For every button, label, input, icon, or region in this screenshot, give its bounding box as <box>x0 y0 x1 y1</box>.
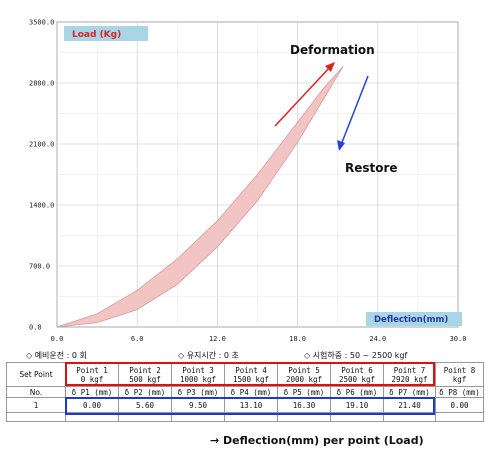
point-load: kgf <box>452 374 467 384</box>
deformation-arrow-line <box>274 65 332 127</box>
x-tick-label: 0.0 <box>51 335 64 343</box>
y-tick-label: 2800.0 <box>29 80 54 88</box>
restore-arrow-line <box>340 75 369 146</box>
load-deflection-chart: 0.0 700.0 1400.0 2100.0 2800.0 3500.0 0.0 6.0 1… <box>0 0 488 345</box>
point-cell: Point 2 500 kgf <box>118 362 172 387</box>
restore-label: Restore <box>345 161 398 175</box>
condition-preload: ◇ 예비운전 : 0 회 <box>26 351 87 360</box>
deflection-value: 9.50 <box>171 397 225 413</box>
hysteresis-area <box>56 66 344 328</box>
point-name: Point 8 <box>443 365 476 375</box>
point-name: Point 3 <box>182 365 214 375</box>
point-name: Point 2 <box>129 365 161 375</box>
y-axis-label: Load (Kg) <box>72 30 121 40</box>
delta-header: δ P3 (mm) <box>171 386 225 398</box>
point-load: 0 kgf <box>80 374 104 384</box>
point-cell: Point 8 kgf <box>435 362 484 387</box>
x-tick-label: 18.0 <box>289 335 306 343</box>
point-cell: Point 7 2920 kgf <box>383 362 436 387</box>
point-load: 1500 kgf <box>232 374 270 384</box>
y-tick-label: 2100.0 <box>29 141 54 149</box>
point-load: 500 kgf <box>129 374 161 384</box>
figure-caption: → Deflection(mm) per point (Load) <box>210 434 424 447</box>
x-tick-label: 24.0 <box>369 335 386 343</box>
deflection-value: 13.10 <box>224 397 278 413</box>
x-axis-ticks: 0.0 6.0 12.0 18.0 24.0 30.0 <box>51 335 467 343</box>
point-load: 2000 kgf <box>285 374 323 384</box>
point-cell: Point 4 1500 kgf <box>224 362 278 387</box>
deflection-value: 5.60 <box>118 397 172 413</box>
y-axis-ticks: 0.0 700.0 1400.0 2100.0 2800.0 3500.0 <box>29 19 54 332</box>
point-name: Point 4 <box>235 365 267 375</box>
table-row-delta-headers: No. δ P1 (mm) δ P2 (mm) δ P3 (mm) δ P4 (… <box>6 386 484 398</box>
point-cell: Point 6 2500 kgf <box>330 362 384 387</box>
delta-header: δ P1 (mm) <box>65 386 119 398</box>
deflection-value: 0.00 <box>65 397 119 413</box>
point-load: 2500 kgf <box>338 374 376 384</box>
restore-arrow-head <box>337 140 345 151</box>
delta-header: δ P6 (mm) <box>330 386 384 398</box>
delta-header: δ P5 (mm) <box>277 386 331 398</box>
point-name: Point 7 <box>393 365 426 375</box>
deformation-arrow-head <box>325 62 335 72</box>
x-axis-label-box <box>366 312 462 326</box>
row-number: 1 <box>6 397 66 413</box>
x-axis-label: Deflection(mm) <box>374 315 448 325</box>
hysteresis-loop <box>56 66 344 328</box>
y-axis-label-box <box>64 26 148 41</box>
delta-header: δ P2 (mm) <box>118 386 172 398</box>
deformation-label: Deformation <box>290 43 375 57</box>
y-tick-label: 3500.0 <box>29 19 54 27</box>
test-conditions: ◇ 예비운전 : 0 회 ◇ 유지시간 : 0 초 ◇ 시험하중 : 50 ~ … <box>6 349 488 363</box>
table-row-empty <box>6 412 484 422</box>
point-load: 1000 kgf <box>179 374 217 384</box>
delta-header: δ P8 (mm) <box>435 386 484 398</box>
y-tick-label: 1400.0 <box>29 202 54 210</box>
deflection-value: 16.30 <box>277 397 331 413</box>
condition-hold-time: ◇ 유지시간 : 0 초 <box>178 351 239 360</box>
table-row-values: 1 0.00 5.60 9.50 13.10 16.30 19.10 21.40… <box>6 397 484 413</box>
point-name: Point 5 <box>288 365 320 375</box>
delta-header: δ P4 (mm) <box>224 386 278 398</box>
y-tick-label: 700.0 <box>29 263 50 271</box>
point-name: Point 1 <box>76 365 108 375</box>
point-cell: Point 3 1000 kgf <box>171 362 225 387</box>
point-load: 2920 kgf <box>391 374 428 384</box>
set-point-header: Set Point <box>6 362 66 387</box>
delta-header: δ P7 (mm) <box>383 386 436 398</box>
chart-background <box>0 0 488 345</box>
point-cell: Point 5 2000 kgf <box>277 362 331 387</box>
condition-test-load: ◇ 시험하중 : 50 ~ 2500 kgf <box>304 351 408 360</box>
x-tick-label: 6.0 <box>131 335 144 343</box>
x-tick-label: 12.0 <box>209 335 226 343</box>
x-tick-label: 30.0 <box>450 335 467 343</box>
deflection-value: 21.40 <box>383 397 436 413</box>
point-name: Point 6 <box>341 365 373 375</box>
deflection-value: 0.00 <box>435 397 484 413</box>
deflection-value: 19.10 <box>330 397 384 413</box>
y-tick-label: 0.0 <box>29 324 42 332</box>
no-header: No. <box>6 386 66 398</box>
